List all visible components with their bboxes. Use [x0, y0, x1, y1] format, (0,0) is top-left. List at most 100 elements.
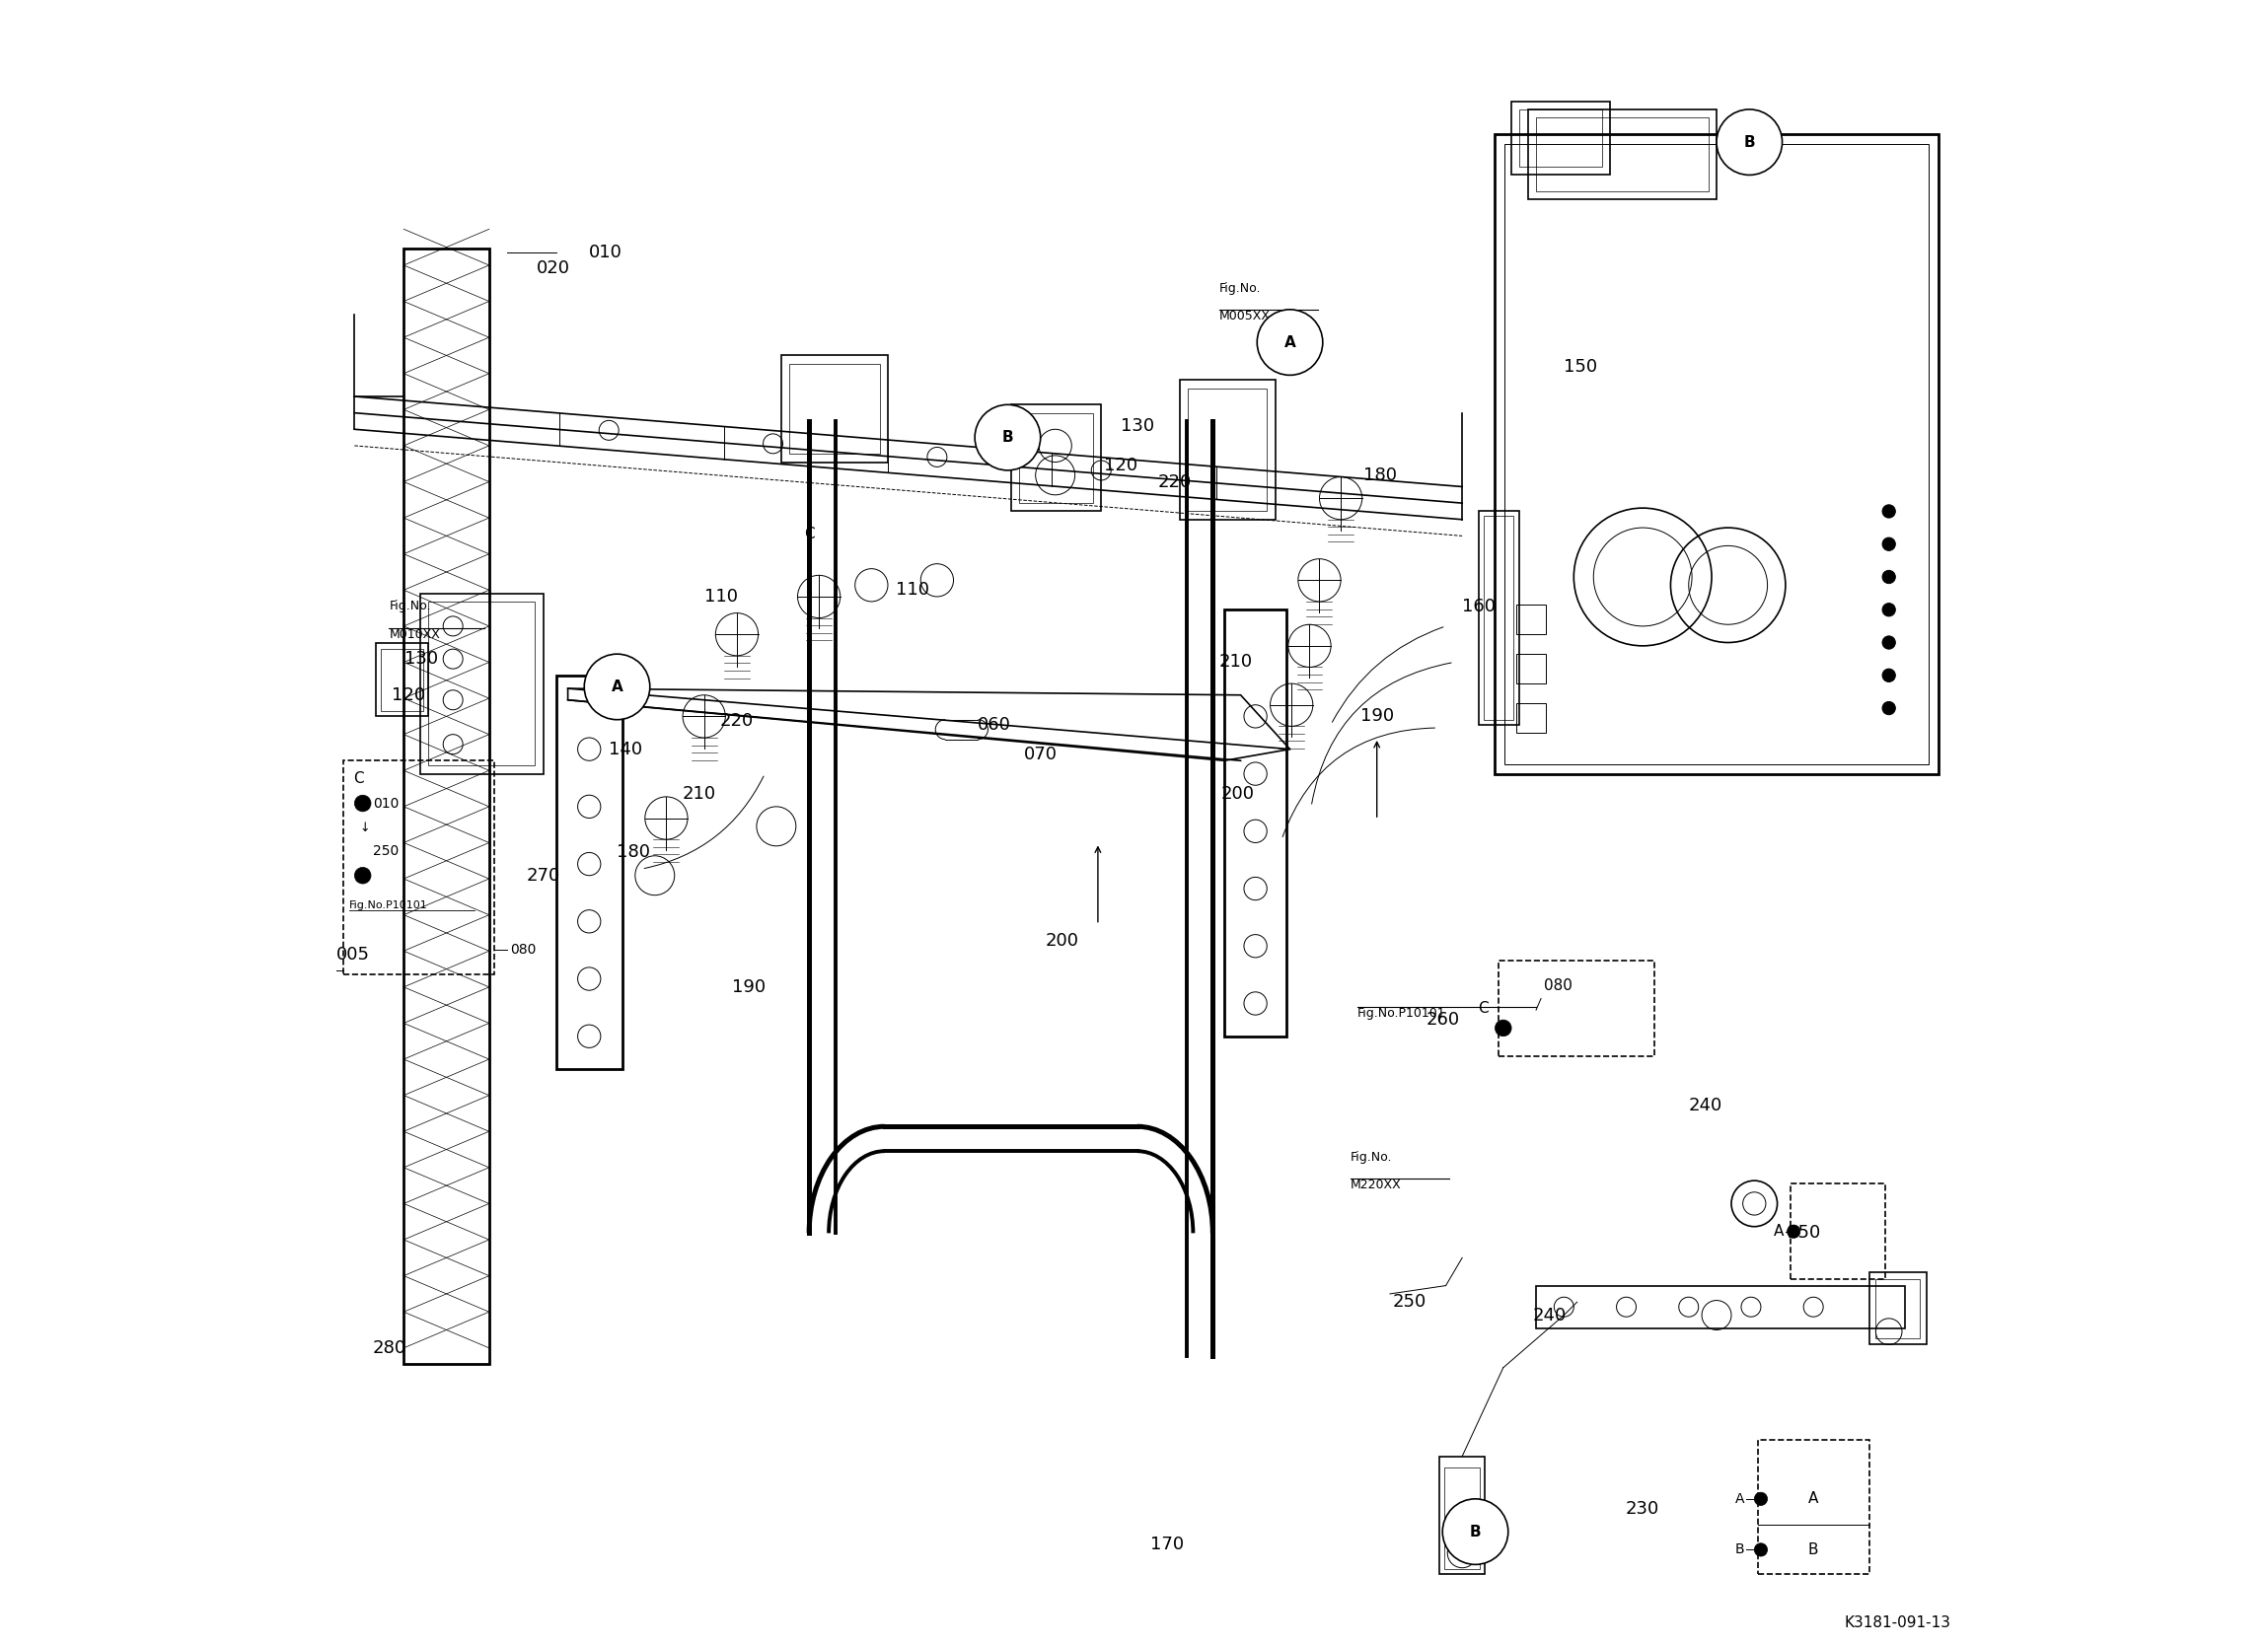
Text: M005XX: M005XX — [1220, 309, 1270, 323]
Bar — [381, 649, 424, 711]
Text: C: C — [1479, 1001, 1488, 1016]
Text: 005: 005 — [336, 945, 370, 963]
Text: $\downarrow$: $\downarrow$ — [356, 821, 370, 835]
Bar — [429, 601, 535, 765]
Text: 280: 280 — [372, 1340, 406, 1356]
Bar — [1517, 653, 1547, 683]
Circle shape — [1787, 1225, 1801, 1238]
Circle shape — [1717, 109, 1783, 174]
Text: 210: 210 — [683, 785, 717, 802]
Text: Fig.No.P10101: Fig.No.P10101 — [1356, 1007, 1445, 1019]
Bar — [1517, 703, 1547, 732]
Text: Fig.No.: Fig.No. — [1220, 281, 1261, 295]
Text: C: C — [354, 772, 363, 787]
Text: 130: 130 — [1120, 416, 1154, 435]
Bar — [1506, 143, 1928, 764]
Bar — [1517, 604, 1547, 634]
Bar — [1018, 413, 1093, 504]
Text: 190: 190 — [1361, 708, 1395, 726]
Text: 130: 130 — [404, 650, 438, 668]
Text: 200: 200 — [1046, 932, 1080, 950]
Bar — [420, 593, 544, 774]
Text: 260: 260 — [1427, 1011, 1458, 1029]
Circle shape — [1882, 701, 1896, 714]
Bar — [1499, 961, 1653, 1057]
Bar — [1495, 133, 1939, 774]
Text: 060: 060 — [978, 716, 1012, 734]
Text: A: A — [1735, 1491, 1744, 1506]
Text: 020: 020 — [538, 260, 569, 278]
Bar — [780, 356, 887, 463]
Bar — [1758, 1440, 1869, 1574]
Bar — [1445, 1468, 1481, 1569]
Bar — [1440, 1457, 1486, 1574]
Bar — [1012, 405, 1102, 512]
Circle shape — [354, 867, 372, 884]
Text: 190: 190 — [733, 978, 764, 996]
Text: B: B — [1744, 135, 1755, 150]
Text: 180: 180 — [1363, 466, 1397, 484]
Text: 250: 250 — [372, 844, 399, 858]
Text: M220XX: M220XX — [1352, 1179, 1402, 1192]
Circle shape — [1882, 602, 1896, 616]
Text: 250: 250 — [1787, 1225, 1821, 1243]
Text: Fig.No.: Fig.No. — [1352, 1151, 1393, 1164]
Text: 180: 180 — [617, 844, 651, 861]
Text: B: B — [1002, 430, 1014, 444]
Bar — [1789, 1183, 1885, 1279]
Text: 170: 170 — [1150, 1536, 1184, 1554]
Text: B: B — [1470, 1524, 1481, 1539]
Bar — [1869, 1272, 1926, 1345]
Circle shape — [975, 405, 1041, 471]
Circle shape — [585, 653, 651, 719]
Text: B: B — [1808, 1542, 1819, 1557]
Text: 120: 120 — [1105, 456, 1139, 474]
Bar — [789, 364, 880, 454]
Circle shape — [1755, 1544, 1767, 1557]
Circle shape — [1882, 571, 1896, 583]
Circle shape — [1755, 1493, 1767, 1506]
Text: 270: 270 — [526, 867, 560, 884]
Text: A: A — [1284, 334, 1295, 349]
Bar — [1876, 1279, 1921, 1338]
Text: 080: 080 — [510, 943, 538, 956]
Bar — [342, 760, 494, 974]
Text: 110: 110 — [896, 581, 930, 599]
Bar — [1225, 609, 1286, 1037]
Circle shape — [1882, 635, 1896, 649]
Bar — [1483, 517, 1513, 719]
Bar — [1179, 380, 1275, 520]
Bar — [1188, 388, 1268, 512]
Text: 220: 220 — [719, 713, 753, 731]
Text: 250: 250 — [1393, 1294, 1427, 1310]
Bar — [1479, 512, 1520, 724]
Text: 080: 080 — [1545, 979, 1572, 994]
Text: M010XX: M010XX — [390, 627, 440, 640]
Text: 010: 010 — [590, 244, 624, 262]
Circle shape — [1882, 668, 1896, 681]
Text: 220: 220 — [1159, 472, 1193, 491]
Circle shape — [1495, 1021, 1510, 1037]
Text: Fig.No.: Fig.No. — [390, 599, 431, 612]
Text: 210: 210 — [1218, 653, 1252, 672]
Text: 230: 230 — [1626, 1500, 1660, 1518]
Text: 110: 110 — [703, 588, 737, 606]
Circle shape — [354, 795, 372, 811]
Bar — [376, 642, 429, 716]
Text: A: A — [1774, 1225, 1785, 1239]
Text: A: A — [612, 680, 624, 695]
Text: Fig.No.P10101: Fig.No.P10101 — [349, 900, 429, 910]
Bar — [1510, 100, 1610, 174]
Circle shape — [1256, 309, 1322, 375]
Text: 010: 010 — [372, 797, 399, 810]
Bar — [404, 249, 490, 1365]
Bar — [556, 675, 621, 1070]
Text: C: C — [803, 527, 814, 542]
Text: B: B — [1735, 1542, 1744, 1557]
Text: 160: 160 — [1463, 597, 1495, 616]
Text: 150: 150 — [1563, 359, 1597, 375]
Text: 120: 120 — [392, 686, 424, 704]
Text: K3181-091-13: K3181-091-13 — [1844, 1615, 1950, 1630]
Bar — [1535, 117, 1708, 191]
Bar — [1529, 109, 1717, 199]
